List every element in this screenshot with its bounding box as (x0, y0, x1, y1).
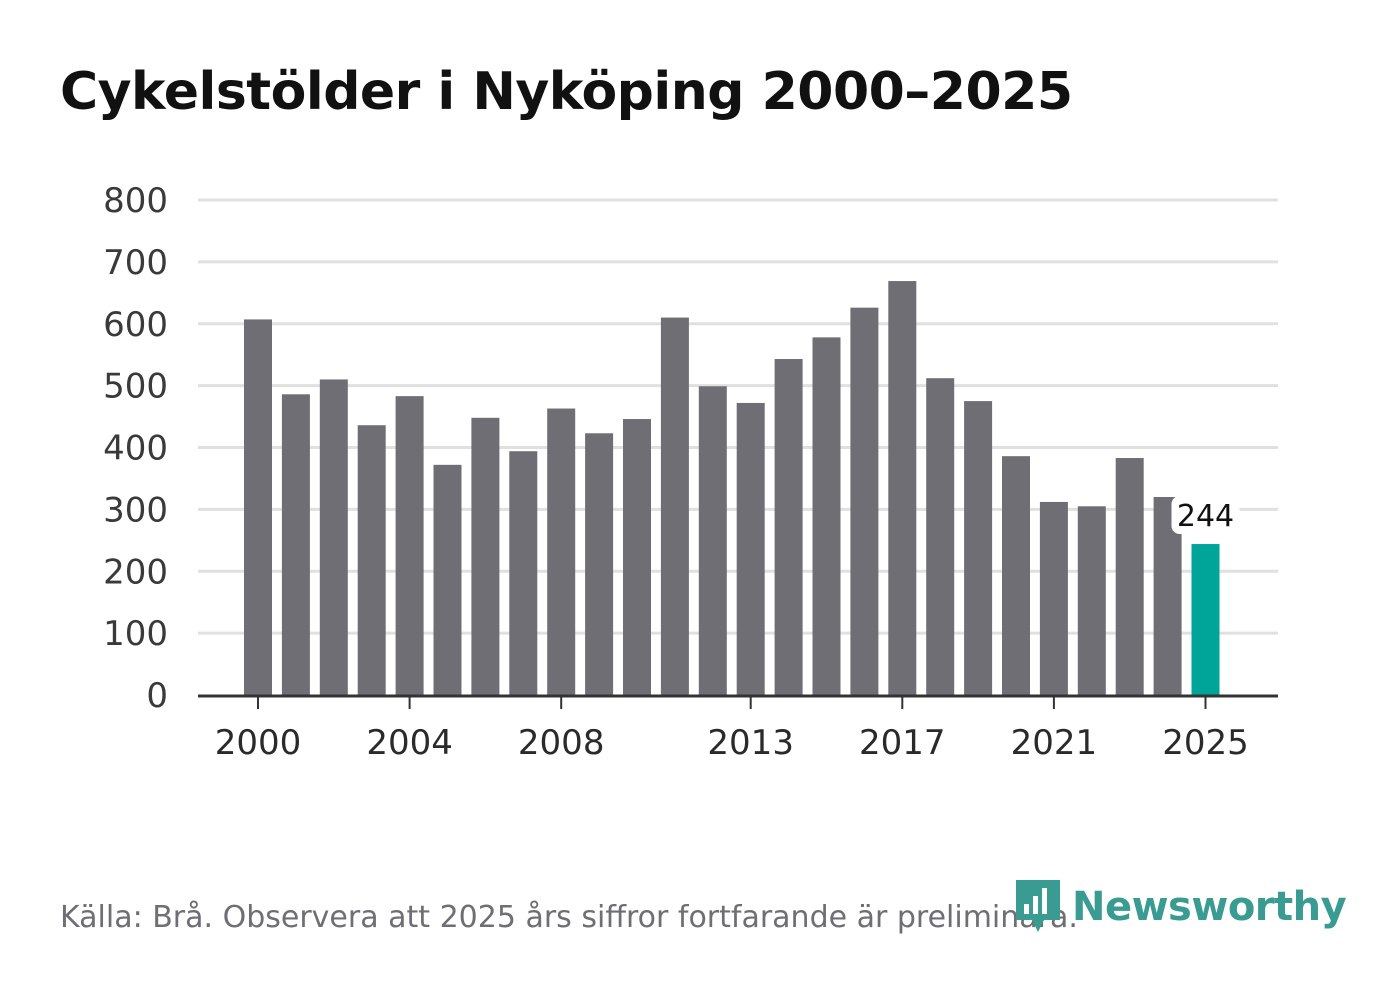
brand-logo: Newsworthy (1012, 876, 1347, 938)
x-axis-ticks: 2000 2004 2008 2013 2017 2021 2025 (215, 697, 1249, 763)
y-tick-label: 600 (103, 305, 168, 345)
bar-2020 (1002, 456, 1030, 695)
bar-2002 (319, 379, 348, 695)
bar-2000 (244, 319, 272, 695)
data-label-background (1171, 496, 1240, 535)
x-tick-label: 2004 (366, 723, 453, 763)
y-tick-label: 300 (103, 490, 168, 530)
bar-2019 (964, 401, 993, 695)
y-tick-label: 0 (146, 676, 168, 716)
bar-2007 (509, 451, 538, 695)
bar-2023 (1115, 458, 1144, 695)
y-tick-label: 400 (103, 429, 168, 469)
bar-2015 (812, 337, 841, 695)
bar-2018 (926, 378, 955, 695)
bar-2022 (1077, 506, 1106, 695)
bars (244, 281, 1220, 695)
brand-name: Newsworthy (1072, 884, 1347, 930)
bar-chart-badge-icon (1016, 880, 1060, 932)
bar-2016 (850, 307, 879, 695)
bar-2012 (698, 386, 727, 695)
bar-2001 (281, 394, 310, 695)
bar-2010 (623, 419, 651, 695)
y-tick-label: 700 (103, 243, 168, 283)
data-label-2025: 244 (1177, 499, 1234, 534)
bar-2005 (433, 464, 462, 695)
source-note: Källa: Brå. Observera att 2025 års siffr… (60, 900, 1078, 935)
bar-2011 (660, 317, 689, 695)
x-tick-label: 2000 (215, 723, 302, 763)
bar-2021 (1039, 501, 1068, 695)
x-tick-label: 2025 (1162, 723, 1249, 763)
y-tick-label: 800 (103, 181, 168, 221)
bar-2004 (395, 396, 424, 695)
bar-2009 (585, 433, 614, 695)
y-axis-ticks: 0 100 200 300 400 500 600 700 800 (103, 181, 168, 716)
data-labels: 244 (1171, 496, 1240, 535)
bar-2014 (774, 359, 803, 695)
x-tick-label: 2017 (859, 723, 946, 763)
y-tick-label: 500 (103, 367, 168, 407)
bar-2013 (736, 402, 765, 695)
bar-2017 (888, 281, 917, 695)
x-tick-label: 2021 (1011, 723, 1098, 763)
bar-2025 (1191, 544, 1220, 695)
y-tick-label: 200 (103, 552, 168, 592)
x-tick-label: 2008 (518, 723, 605, 763)
bar-2006 (471, 417, 500, 695)
chart-title: Cykelstölder i Nyköping 2000–2025 (60, 62, 1073, 122)
bar-2008 (547, 408, 576, 695)
y-tick-label: 100 (103, 614, 168, 654)
x-tick-label: 2013 (707, 723, 794, 763)
bar-2003 (357, 425, 386, 695)
